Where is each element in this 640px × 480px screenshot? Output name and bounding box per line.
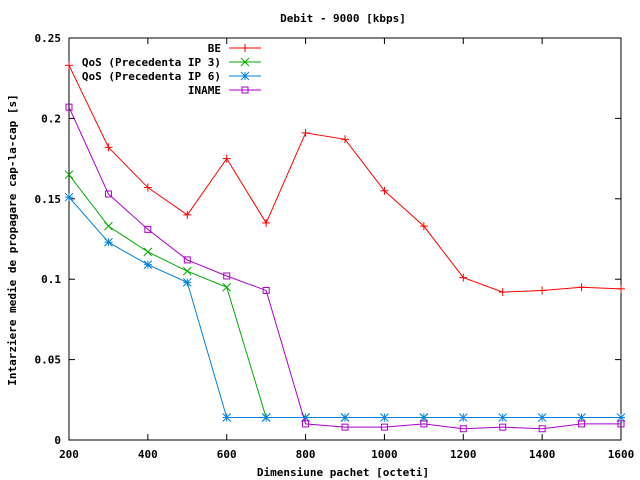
- data-point: [144, 225, 152, 233]
- data-point: [241, 44, 249, 52]
- series-4: [65, 103, 625, 433]
- data-point: [380, 186, 389, 195]
- legend-label: BE: [208, 42, 221, 55]
- legend-label: QoS (Precedenta IP 3): [82, 56, 221, 69]
- x-tick-label: 800: [296, 448, 316, 461]
- data-point: [182, 278, 192, 287]
- data-point: [498, 413, 508, 422]
- series-line: [68, 196, 621, 418]
- chart-title: Debit - 9000 [kbps]: [280, 12, 406, 25]
- data-point: [380, 423, 388, 431]
- data-point: [262, 218, 271, 227]
- data-point: [537, 413, 547, 422]
- series-line: [68, 174, 345, 418]
- y-tick-label: 0.2: [41, 112, 61, 125]
- data-point: [143, 183, 152, 192]
- series-2: [64, 170, 429, 422]
- x-tick-label: 1200: [450, 448, 477, 461]
- data-point: [143, 260, 153, 270]
- x-tick-label: 1600: [608, 448, 635, 461]
- x-tick-label: 1000: [371, 448, 398, 461]
- data-point: [222, 154, 231, 163]
- data-point: [262, 286, 270, 294]
- data-point: [459, 273, 468, 282]
- x-axis-label: Dimensiune pachet [octeti]: [257, 466, 429, 479]
- data-point: [458, 413, 468, 422]
- data-point: [64, 170, 74, 180]
- series-line: [68, 65, 622, 293]
- y-tick-label: 0: [54, 434, 61, 447]
- y-axis-label: Intarziere medie de propagare cap-la-cap…: [6, 94, 19, 385]
- axes: 200 400 600 800 1000 1200 1400 1600 0 0.05 0.1 0.15…: [35, 32, 635, 461]
- data-point: [420, 420, 428, 428]
- data-point: [617, 284, 625, 293]
- y-tick-label: 0.15: [35, 193, 62, 206]
- data-point: [617, 420, 625, 428]
- data-point: [183, 256, 191, 264]
- data-point: [104, 190, 112, 198]
- data-point: [538, 425, 546, 433]
- data-point: [499, 423, 507, 431]
- data-point: [538, 286, 547, 295]
- data-point: [261, 413, 271, 422]
- legend-label: QoS (Precedenta IP 6): [82, 70, 221, 83]
- data-point: [577, 283, 586, 292]
- data-point: [616, 413, 626, 422]
- data-point: [104, 237, 113, 247]
- data-point: [301, 128, 310, 137]
- data-point: [419, 222, 428, 231]
- data-point: [340, 413, 350, 422]
- data-point: [302, 420, 310, 428]
- data-point: [380, 413, 389, 422]
- series-layer: [64, 61, 626, 433]
- data-point: [341, 135, 349, 144]
- data-point: [222, 413, 232, 422]
- plot-frame: [68, 37, 622, 441]
- x-tick-label: 1400: [529, 448, 556, 461]
- data-point: [459, 425, 467, 433]
- y-tick-label: 0.25: [35, 32, 62, 45]
- series-line: [68, 106, 621, 430]
- data-point: [498, 288, 507, 297]
- series-1: [65, 61, 625, 297]
- data-point: [341, 423, 349, 431]
- data-point: [577, 413, 586, 422]
- legend-label: INAME: [188, 84, 221, 97]
- x-tick-label: 200: [59, 448, 79, 461]
- data-point: [104, 221, 113, 231]
- data-point: [104, 143, 113, 152]
- data-point: [241, 86, 249, 94]
- data-point: [65, 103, 73, 111]
- data-point: [578, 420, 586, 428]
- y-tick-label: 0.05: [35, 354, 62, 367]
- data-point: [182, 266, 192, 276]
- data-point: [419, 413, 429, 422]
- data-point: [223, 272, 231, 280]
- series-3: [64, 192, 626, 422]
- data-point: [65, 61, 73, 70]
- data-point: [240, 71, 250, 81]
- data-point: [143, 247, 153, 257]
- data-point: [64, 192, 74, 202]
- data-point: [222, 282, 232, 292]
- data-point: [183, 210, 192, 219]
- x-tick-label: 400: [138, 448, 158, 461]
- x-tick-label: 600: [217, 448, 237, 461]
- y-tick-label: 0.1: [41, 273, 61, 286]
- data-point: [240, 57, 250, 67]
